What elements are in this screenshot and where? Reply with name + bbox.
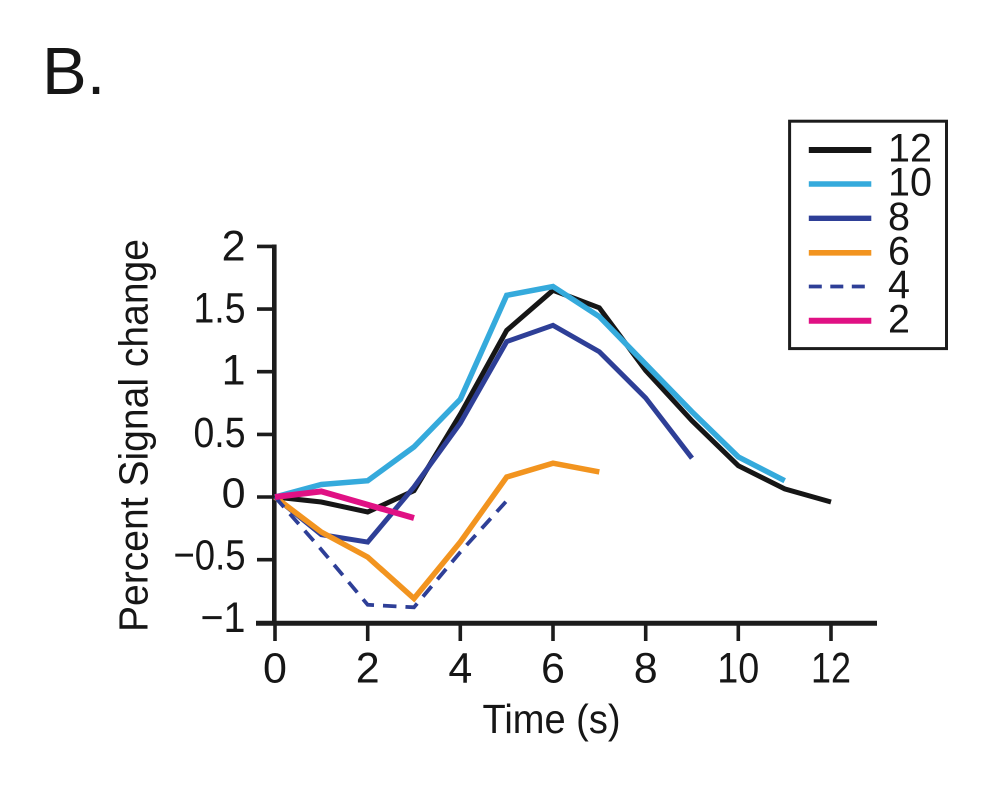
svg-text:B.: B. xyxy=(42,34,105,109)
svg-text:8: 8 xyxy=(888,195,910,239)
svg-text:4: 4 xyxy=(448,645,472,693)
svg-text:0: 0 xyxy=(222,470,246,518)
svg-text:10: 10 xyxy=(717,645,759,693)
svg-text:2: 2 xyxy=(356,645,380,693)
svg-text:0: 0 xyxy=(263,645,287,693)
svg-text:−1: −1 xyxy=(201,594,246,642)
svg-text:1: 1 xyxy=(222,347,246,395)
svg-text:10: 10 xyxy=(888,161,932,205)
svg-text:12: 12 xyxy=(888,127,932,171)
svg-text:6: 6 xyxy=(888,230,910,274)
svg-text:Percent Signal change: Percent Signal change xyxy=(111,239,157,632)
svg-text:8: 8 xyxy=(634,645,658,693)
svg-text:4: 4 xyxy=(888,263,910,307)
svg-text:2: 2 xyxy=(222,222,246,270)
svg-text:12: 12 xyxy=(811,645,851,693)
svg-text:1.5: 1.5 xyxy=(194,285,246,333)
svg-text:−0.5: −0.5 xyxy=(174,532,246,580)
svg-text:Time (s): Time (s) xyxy=(483,696,621,742)
svg-text:0.5: 0.5 xyxy=(194,409,246,457)
svg-text:2: 2 xyxy=(888,298,910,342)
svg-text:6: 6 xyxy=(541,645,565,693)
